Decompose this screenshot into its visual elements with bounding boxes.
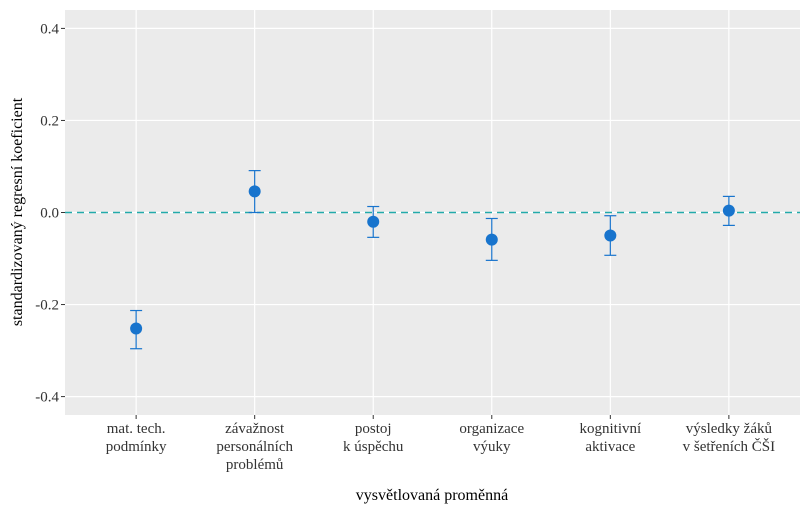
x-tick-label-line: kognitivní [579, 421, 641, 437]
x-tick-label-line: personálních [216, 439, 293, 455]
x-tick-label-line: mat. tech. [107, 421, 166, 437]
y-tick-label: -0.4 [35, 390, 59, 406]
x-tick-label: organizace výuky [459, 421, 524, 455]
x-tick-label: mat. tech. podmínky [106, 421, 167, 455]
y-tick-label: 0.2 [40, 113, 59, 129]
x-tick-label-line: k úspěchu [343, 439, 404, 455]
x-tick-label-line: postoj [355, 421, 392, 437]
point [130, 322, 143, 335]
x-tick-label-line: výsledky žáků [686, 421, 773, 437]
x-tick-label: výsledky žáků v šetřeních ČŠI [683, 421, 775, 455]
x-tick-label-line: organizace [459, 421, 524, 437]
y-tick-label: 0.0 [40, 206, 59, 222]
y-tick-label: -0.2 [35, 298, 59, 314]
x-tick-label-line: aktivace [585, 439, 635, 455]
x-tick-label: postoj k úspěchu [343, 421, 404, 455]
y-axis-title: standardizovaný regresní koeficient [9, 97, 26, 326]
x-tick-label-line: v šetřeních ČŠI [683, 438, 775, 455]
x-tick-label-line: podmínky [106, 439, 167, 455]
x-tick-label-line: závažnost [225, 421, 285, 437]
point [604, 229, 617, 242]
point [722, 204, 735, 217]
x-tick-label: kognitivní aktivace [579, 421, 641, 455]
x-tick-label-line: výuky [473, 439, 511, 455]
point [367, 215, 380, 228]
x-axis-title: vysvětlovaná proměnná [356, 487, 508, 504]
x-tick-label-line: problémů [226, 457, 284, 473]
point [248, 185, 261, 198]
point [485, 233, 498, 246]
y-tick-label: 0.4 [40, 21, 59, 37]
x-tick-label: závažnost personálních problémů [216, 421, 293, 473]
